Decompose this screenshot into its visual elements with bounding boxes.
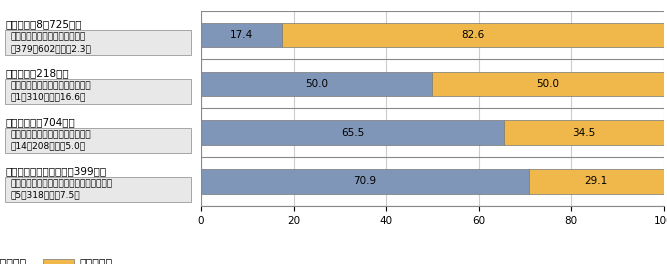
Text: 日本人を含む住居対象侵入窃盗全検挙人員
（5，318人）の7.5％: 日本人を含む住居対象侵入窃盗全検挙人員 （5，318人）の7.5％ [11,179,113,199]
FancyBboxPatch shape [5,79,191,104]
Text: 70.9: 70.9 [354,177,377,186]
Legend: 不法滲在者, 正規滲在者: 不法滲在者, 正規滲在者 [0,254,117,264]
Text: うち住居対象侵入窃盗（399人）: うち住居対象侵入窃盗（399人） [5,166,106,176]
Text: 50.0: 50.0 [305,79,328,89]
Text: 日本人を含む侵入強盗全検挙人員
（1，310人）の16.6％: 日本人を含む侵入強盗全検挙人員 （1，310人）の16.6％ [11,82,91,102]
FancyBboxPatch shape [5,30,191,55]
Text: 侵入強盗（218人）: 侵入強盗（218人） [5,68,69,78]
Bar [504,120,664,145]
Text: 日本人を含む刑法犯全検挙人員
（379，602人）の2.3％: 日本人を含む刑法犯全検挙人員 （379，602人）の2.3％ [11,33,92,53]
Text: 17.4: 17.4 [229,30,253,40]
FancyBboxPatch shape [5,177,191,202]
FancyBboxPatch shape [5,128,191,153]
Text: 34.5: 34.5 [572,128,596,138]
Text: 日本人を含む侵入窃盗全検挙人員
！14，208人）の5.0％: 日本人を含む侵入窃盗全検挙人員 ！14，208人）の5.0％ [11,130,91,150]
Text: 65.5: 65.5 [341,128,364,138]
Text: 50.0: 50.0 [536,79,560,89]
Bar [432,72,664,96]
Bar [281,23,664,47]
Text: 29.1: 29.1 [585,177,608,186]
Bar [529,169,664,194]
Bar [201,120,504,145]
Bar [201,72,432,96]
Bar [201,23,281,47]
Text: 全刑法犯（8，725人）: 全刑法犯（8，725人） [5,19,82,29]
Bar [201,169,529,194]
Text: 82.6: 82.6 [461,30,484,40]
Text: 侵入窃盗犯（704人）: 侵入窃盗犯（704人） [5,117,75,127]
